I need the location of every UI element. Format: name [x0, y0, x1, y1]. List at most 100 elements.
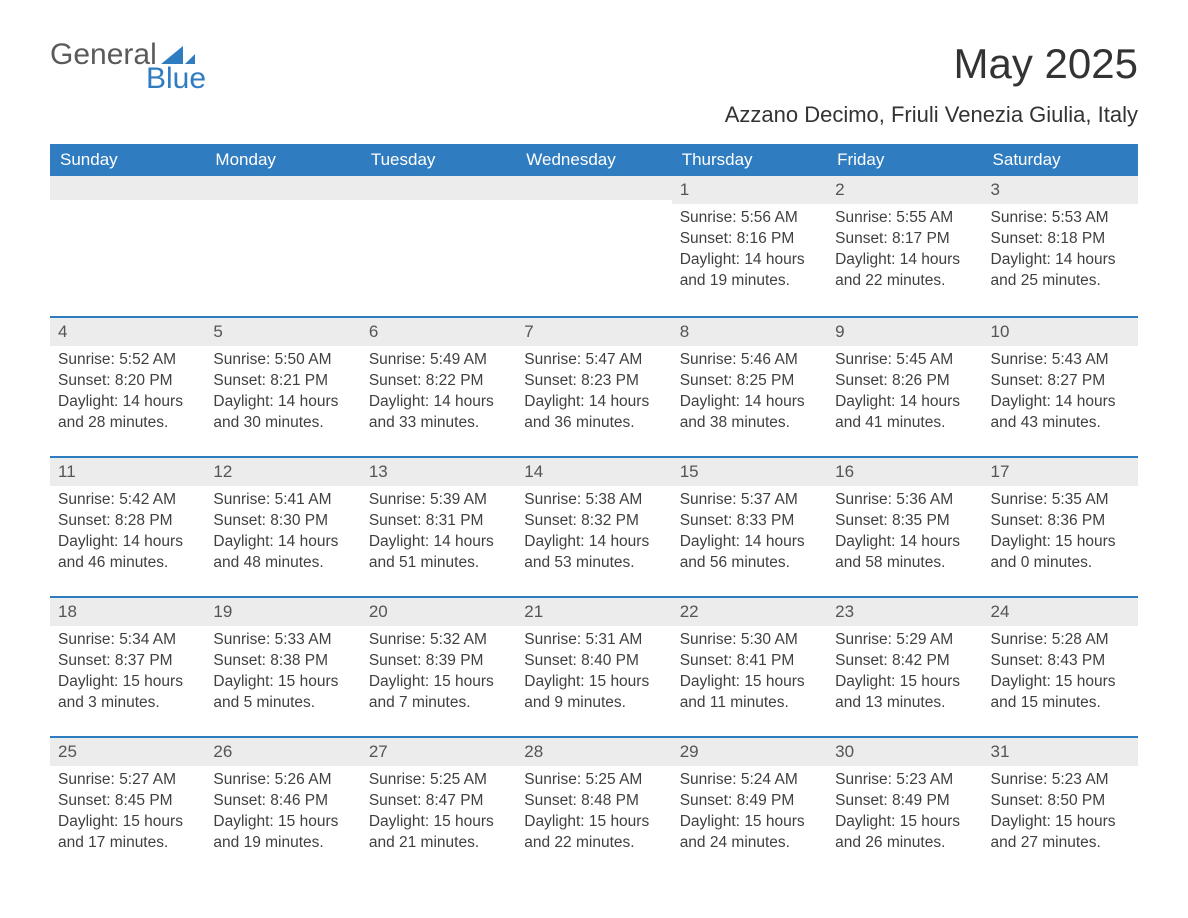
calendar-cell: 16Sunrise: 5:36 AMSunset: 8:35 PMDayligh…	[827, 456, 982, 596]
sunset-label: Sunset:	[835, 652, 888, 669]
daylight-label: Daylight:	[835, 813, 895, 830]
day-number: 30	[827, 736, 982, 766]
calendar-cell: 26Sunrise: 5:26 AMSunset: 8:46 PMDayligh…	[205, 736, 360, 876]
day-number: 7	[516, 316, 671, 346]
sunset-value: 8:42 PM	[892, 652, 950, 669]
sunrise-label: Sunrise:	[369, 491, 426, 508]
sunset-label: Sunset:	[680, 372, 733, 389]
sunset-value: 8:27 PM	[1047, 372, 1105, 389]
calendar-cell: 5Sunrise: 5:50 AMSunset: 8:21 PMDaylight…	[205, 316, 360, 456]
sunrise-value: 5:53 AM	[1052, 209, 1109, 226]
day-number: 18	[50, 596, 205, 626]
weekday-header: Wednesday	[516, 144, 671, 176]
calendar-cell: 28Sunrise: 5:25 AMSunset: 8:48 PMDayligh…	[516, 736, 671, 876]
sunrise-value: 5:24 AM	[741, 771, 798, 788]
day-number: 31	[983, 736, 1138, 766]
calendar-cell: 18Sunrise: 5:34 AMSunset: 8:37 PMDayligh…	[50, 596, 205, 736]
sunset-label: Sunset:	[991, 372, 1044, 389]
daylight-label: Daylight:	[369, 813, 429, 830]
daylight-label: Daylight:	[524, 393, 584, 410]
day-number: 10	[983, 316, 1138, 346]
sunrise-value: 5:50 AM	[275, 351, 332, 368]
sunset-label: Sunset:	[991, 230, 1044, 247]
sunset-value: 8:16 PM	[737, 230, 795, 247]
sunset-value: 8:49 PM	[892, 792, 950, 809]
sunrise-value: 5:47 AM	[585, 351, 642, 368]
calendar-cell: 6Sunrise: 5:49 AMSunset: 8:22 PMDaylight…	[361, 316, 516, 456]
day-details: Sunrise: 5:31 AMSunset: 8:40 PMDaylight:…	[516, 626, 671, 720]
sunset-label: Sunset:	[524, 512, 577, 529]
sunrise-value: 5:30 AM	[741, 631, 798, 648]
sunrise-label: Sunrise:	[991, 351, 1048, 368]
calendar-cell: 12Sunrise: 5:41 AMSunset: 8:30 PMDayligh…	[205, 456, 360, 596]
calendar-cell: 11Sunrise: 5:42 AMSunset: 8:28 PMDayligh…	[50, 456, 205, 596]
weekday-header: Sunday	[50, 144, 205, 176]
sunrise-value: 5:23 AM	[1052, 771, 1109, 788]
sunrise-value: 5:37 AM	[741, 491, 798, 508]
sunset-value: 8:35 PM	[892, 512, 950, 529]
daylight-label: Daylight:	[369, 393, 429, 410]
daylight-label: Daylight:	[680, 533, 740, 550]
sunrise-label: Sunrise:	[213, 491, 270, 508]
day-details: Sunrise: 5:50 AMSunset: 8:21 PMDaylight:…	[205, 346, 360, 440]
day-number: 1	[672, 176, 827, 204]
sunset-value: 8:31 PM	[426, 512, 484, 529]
day-details: Sunrise: 5:32 AMSunset: 8:39 PMDaylight:…	[361, 626, 516, 720]
calendar-cell: 25Sunrise: 5:27 AMSunset: 8:45 PMDayligh…	[50, 736, 205, 876]
sunset-value: 8:48 PM	[581, 792, 639, 809]
daylight-label: Daylight:	[991, 251, 1051, 268]
calendar-head: SundayMondayTuesdayWednesdayThursdayFrid…	[50, 144, 1138, 176]
calendar-cell: 13Sunrise: 5:39 AMSunset: 8:31 PMDayligh…	[361, 456, 516, 596]
sunset-value: 8:36 PM	[1047, 512, 1105, 529]
sunrise-label: Sunrise:	[835, 631, 892, 648]
day-details: Sunrise: 5:41 AMSunset: 8:30 PMDaylight:…	[205, 486, 360, 580]
calendar-cell: 19Sunrise: 5:33 AMSunset: 8:38 PMDayligh…	[205, 596, 360, 736]
calendar-body: 1 Sunrise: 5:56 AM Sunset: 8:16 PM Daylight…	[50, 176, 1138, 876]
daylight-label: Daylight:	[524, 673, 584, 690]
sunset-label: Sunset:	[991, 792, 1044, 809]
empty-day-bar	[516, 176, 671, 200]
sunrise-value: 5:56 AM	[741, 209, 798, 226]
daylight-label: Daylight:	[213, 533, 273, 550]
sunrise-value: 5:27 AM	[119, 771, 176, 788]
calendar-cell: 21Sunrise: 5:31 AMSunset: 8:40 PMDayligh…	[516, 596, 671, 736]
sunset-value: 8:32 PM	[581, 512, 639, 529]
daylight-label: Daylight:	[524, 813, 584, 830]
day-details: Sunrise: 5:53 AMSunset: 8:18 PMDaylight:…	[983, 204, 1138, 298]
empty-day-bar	[361, 176, 516, 200]
title-block: May 2025 Azzano Decimo, Friuli Venezia G…	[725, 40, 1138, 128]
sunrise-label: Sunrise:	[991, 771, 1048, 788]
calendar-cell: 31Sunrise: 5:23 AMSunset: 8:50 PMDayligh…	[983, 736, 1138, 876]
day-details: Sunrise: 5:49 AMSunset: 8:22 PMDaylight:…	[361, 346, 516, 440]
calendar-cell	[205, 176, 360, 316]
day-details: Sunrise: 5:28 AMSunset: 8:43 PMDaylight:…	[983, 626, 1138, 720]
sunset-label: Sunset:	[524, 792, 577, 809]
day-number: 23	[827, 596, 982, 626]
sunset-value: 8:37 PM	[115, 652, 173, 669]
sunrise-value: 5:46 AM	[741, 351, 798, 368]
calendar-cell	[50, 176, 205, 316]
day-number: 19	[205, 596, 360, 626]
sunset-value: 8:33 PM	[737, 512, 795, 529]
sunrise-label: Sunrise:	[680, 351, 737, 368]
sunset-value: 8:38 PM	[270, 652, 328, 669]
sunrise-value: 5:26 AM	[275, 771, 332, 788]
calendar-table: SundayMondayTuesdayWednesdayThursdayFrid…	[50, 144, 1138, 876]
sunset-label: Sunset:	[213, 372, 266, 389]
sunset-label: Sunset:	[369, 512, 422, 529]
calendar-cell: 2Sunrise: 5:55 AMSunset: 8:17 PMDaylight…	[827, 176, 982, 316]
day-number: 9	[827, 316, 982, 346]
sunrise-label: Sunrise:	[213, 351, 270, 368]
day-details: Sunrise: 5:23 AMSunset: 8:50 PMDaylight:…	[983, 766, 1138, 860]
day-details: Sunrise: 5:36 AMSunset: 8:35 PMDaylight:…	[827, 486, 982, 580]
sunset-value: 8:18 PM	[1047, 230, 1105, 247]
day-number: 24	[983, 596, 1138, 626]
sunset-label: Sunset:	[369, 372, 422, 389]
daylight-label: Daylight:	[991, 813, 1051, 830]
daylight-label: Daylight:	[680, 813, 740, 830]
sunrise-label: Sunrise:	[58, 771, 115, 788]
daylight-label: Daylight:	[58, 533, 118, 550]
day-number: 6	[361, 316, 516, 346]
day-details: Sunrise: 5:39 AMSunset: 8:31 PMDaylight:…	[361, 486, 516, 580]
sunrise-label: Sunrise:	[680, 491, 737, 508]
